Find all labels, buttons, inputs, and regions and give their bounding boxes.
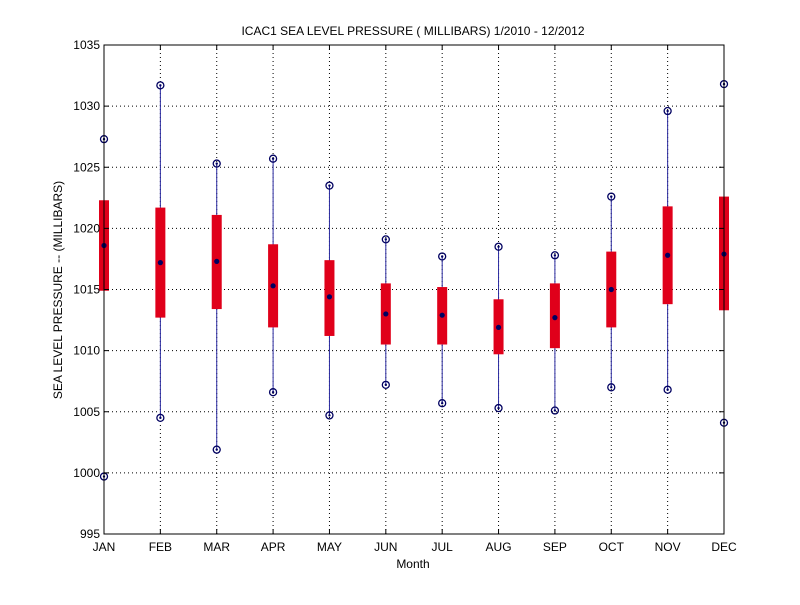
x-tick-label: FEB [149,540,172,554]
box-group-may [324,181,335,420]
median-marker [552,315,558,321]
max-marker [438,252,447,261]
median-marker [157,260,163,266]
x-tick-label: MAY [317,540,342,554]
min-marker [212,445,221,454]
min-marker [663,385,672,394]
max-marker [494,242,503,251]
y-tick-label: 1030 [73,99,100,113]
box-group-aug [493,242,504,413]
max-marker-dot [215,162,218,165]
x-tick-label: JUN [374,540,397,554]
max-marker [268,154,278,163]
max-marker-dot [610,195,613,198]
max-marker-dot [271,157,275,160]
y-tick-label: 1005 [73,405,100,419]
min-marker [550,406,560,415]
max-marker-dot [384,238,388,241]
max-marker [381,235,390,244]
x-tick-label: OCT [599,540,625,554]
grid-lines [104,45,724,534]
median-marker [665,252,671,258]
plot-data [99,79,729,481]
box-group-oct [606,192,617,392]
x-tick-label: APR [261,540,286,554]
x-tick-label: MAR [203,540,230,554]
max-marker [212,159,221,168]
x-tick-label: DEC [711,540,737,554]
max-marker [550,251,560,260]
min-marker-dot [440,401,444,405]
box-group-nov [662,106,673,394]
min-marker [607,383,616,392]
max-marker-dot [666,109,669,113]
min-marker [494,403,503,413]
median-marker [383,311,389,317]
y-axis-label: SEA LEVEL PRESSURE -- (MILLIBARS) [51,181,65,399]
y-tick-label: 1025 [73,160,100,174]
median-marker [608,286,614,293]
x-tick-label: SEP [543,540,567,554]
median-marker [439,312,445,318]
max-marker-dot [440,255,444,258]
y-tick-label: 1010 [73,344,100,358]
y-tick-label: 1015 [73,283,100,297]
box-group-jul [437,252,448,408]
max-marker [663,106,672,116]
box-group-sep [549,251,560,415]
max-marker [607,192,616,201]
median-marker [495,324,502,330]
min-marker-dot [271,390,275,394]
min-marker-dot [610,386,613,389]
box-group-jun [380,235,391,390]
max-marker [156,81,165,90]
min-marker-dot [497,406,500,410]
median-marker [214,258,220,264]
min-marker-dot [159,416,162,420]
min-marker [268,388,278,397]
y-tick-label: 1020 [73,221,100,235]
axes: 995 1000 1005 1010 1015 1020 1025 1030 1035 JAN FE… [73,38,737,554]
y-tick-label: 1000 [73,466,100,480]
x-tick-label: JUL [432,540,454,554]
min-marker-dot [384,383,388,387]
x-tick-label: JAN [93,540,116,554]
box-group-mar [211,159,222,454]
min-marker [381,380,390,390]
y-tick-label: 1035 [73,38,100,52]
min-marker-dot [553,409,557,412]
max-marker-dot [328,184,331,187]
min-marker-dot [215,448,218,451]
min-marker [325,411,334,420]
max-marker-dot [159,84,162,87]
max-marker-dot [553,254,557,257]
x-tick-label: NOV [655,540,681,554]
min-marker [156,413,165,423]
box-group-apr [268,154,279,397]
y-tick-label: 995 [80,527,100,541]
max-marker-dot [497,245,500,248]
chart-title: ICAC1 SEA LEVEL PRESSURE ( MILLIBARS) 1/… [241,24,584,38]
min-marker-dot [666,388,669,391]
x-tick-label: AUG [486,540,512,554]
x-axis-label: Month [396,557,429,571]
median-marker [270,283,276,289]
min-marker [438,399,447,408]
min-marker-dot [328,414,331,417]
max-marker [325,181,334,190]
median-marker [326,294,333,300]
box-group-feb [155,81,166,423]
